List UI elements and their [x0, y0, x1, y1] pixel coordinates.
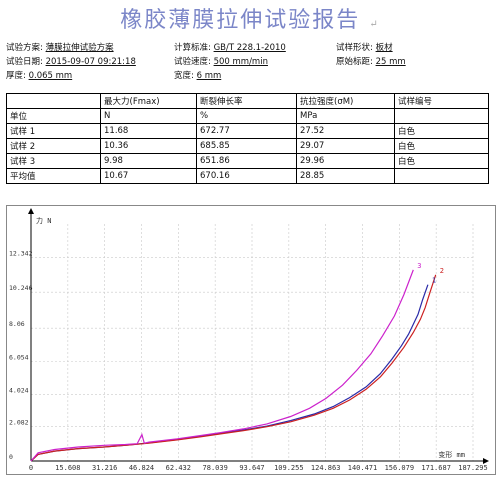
y-axis-label: 力 N — [36, 216, 51, 225]
info-width: 宽度: 6 mm — [174, 71, 222, 81]
info-scheme: 试验方案: 薄膜拉伸试验方案 — [6, 43, 114, 53]
x-tick-label: 171.687 — [421, 464, 451, 472]
table-cell: 白色 — [394, 123, 489, 139]
report-title: 橡胶薄膜拉伸试验报告 ↵ — [120, 8, 380, 33]
table-header — [6, 93, 101, 109]
table-row: 试样 2 10.36 685.85 29.07 白色 — [6, 138, 489, 154]
y-tick-label: 10.246 — [9, 284, 33, 292]
x-tick-label: 109.255 — [274, 464, 304, 472]
table-cell: 试样 2 — [6, 138, 101, 154]
table-cell: 单位 — [6, 108, 101, 124]
x-axis-arrow — [483, 458, 489, 464]
table-header-row: 最大力(Fmax) 断裂伸长率 抗拉强度(σM) 试样编号 — [6, 93, 489, 109]
y-tick-label: 6.054 — [9, 353, 29, 361]
force-deformation-chart: 0 15.608 31.216 46.824 62.432 78.039 93.647 109… — [6, 205, 496, 475]
table-cell: 672.77 — [196, 123, 297, 139]
info-date: 试验日期: 2015-09-07 09:21:18 — [6, 57, 136, 67]
series-line-2 — [30, 274, 437, 462]
y-tick-label: 0 — [9, 453, 13, 461]
info-standard: 计算标准: GB/T 228.1-2010 — [174, 43, 286, 53]
series-line-1 — [30, 284, 429, 462]
series-line-3 — [30, 269, 414, 462]
x-tick-label: 156.079 — [385, 464, 415, 472]
x-tick-label: 78.039 — [203, 464, 228, 472]
table-cell: N — [100, 108, 197, 124]
table-row: 试样 3 9.98 651.86 29.96 白色 — [6, 153, 489, 169]
info-gauge: 原始标距: 25 mm — [336, 57, 406, 67]
table-cell: 27.52 — [296, 123, 395, 139]
table-cell: 11.68 — [100, 123, 197, 139]
info-shape: 试样形状: 板材 — [336, 43, 393, 53]
x-tick-label: 187.295 — [458, 464, 488, 472]
y-tick-label: 12.342 — [9, 250, 33, 258]
x-tick-label: 62.432 — [166, 464, 191, 472]
table-cell: % — [196, 108, 297, 124]
chart-svg: 0 15.608 31.216 46.824 62.432 78.039 93.647 109… — [9, 208, 489, 472]
table-cell: 651.86 — [196, 153, 297, 169]
table-cell: 10.36 — [100, 138, 197, 154]
x-tick-label: 124.863 — [311, 464, 341, 472]
table-units-row: 单位 N % MPa — [6, 108, 489, 124]
table-cell: 试样 3 — [6, 153, 101, 169]
table-cell: 10.67 — [100, 168, 197, 184]
table-row: 试样 1 11.68 672.77 27.52 白色 — [6, 123, 489, 139]
x-axis-label: 变形 mm — [438, 450, 465, 459]
y-axis-arrow — [28, 208, 34, 214]
series-label-2: 2 — [440, 267, 444, 275]
x-tick-label: 15.608 — [55, 464, 80, 472]
table-cell — [394, 108, 489, 124]
table-header: 抗拉强度(σM) — [296, 93, 395, 109]
table-cell: 29.96 — [296, 153, 395, 169]
info-speed: 试验速度: 500 mm/min — [174, 57, 268, 67]
table-cell: MPa — [296, 108, 395, 124]
table-header: 试样编号 — [394, 93, 489, 109]
table-header: 最大力(Fmax) — [100, 93, 197, 109]
table-cell: 白色 — [394, 138, 489, 154]
table-cell — [394, 168, 489, 184]
table-cell: 试样 1 — [6, 123, 101, 139]
y-tick-label: 2.082 — [9, 419, 29, 427]
table-cell: 670.16 — [196, 168, 297, 184]
y-tick-label: 8.06 — [9, 320, 25, 328]
table-cell: 白色 — [394, 153, 489, 169]
y-tick-label: 4.024 — [9, 387, 29, 395]
x-tick-label: 31.216 — [92, 464, 117, 472]
series-label-3: 3 — [417, 262, 421, 270]
series-label-1: 1 — [432, 277, 436, 285]
info-thickness: 厚度: 0.065 mm — [6, 71, 73, 81]
x-tick-label: 0 — [29, 464, 33, 472]
results-table: 最大力(Fmax) 断裂伸长率 抗拉强度(σM) 试样编号 单位 N % MPa… — [6, 93, 489, 184]
x-tick-label: 93.647 — [239, 464, 264, 472]
table-cell: 685.85 — [196, 138, 297, 154]
table-cell: 9.98 — [100, 153, 197, 169]
table-cell: 28.85 — [296, 168, 395, 184]
table-header: 断裂伸长率 — [196, 93, 297, 109]
table-cell: 平均值 — [6, 168, 101, 184]
table-row: 平均值 10.67 670.16 28.85 — [6, 168, 489, 184]
table-cell: 29.07 — [296, 138, 395, 154]
x-tick-label: 46.824 — [129, 464, 154, 472]
x-tick-label: 140.471 — [348, 464, 378, 472]
